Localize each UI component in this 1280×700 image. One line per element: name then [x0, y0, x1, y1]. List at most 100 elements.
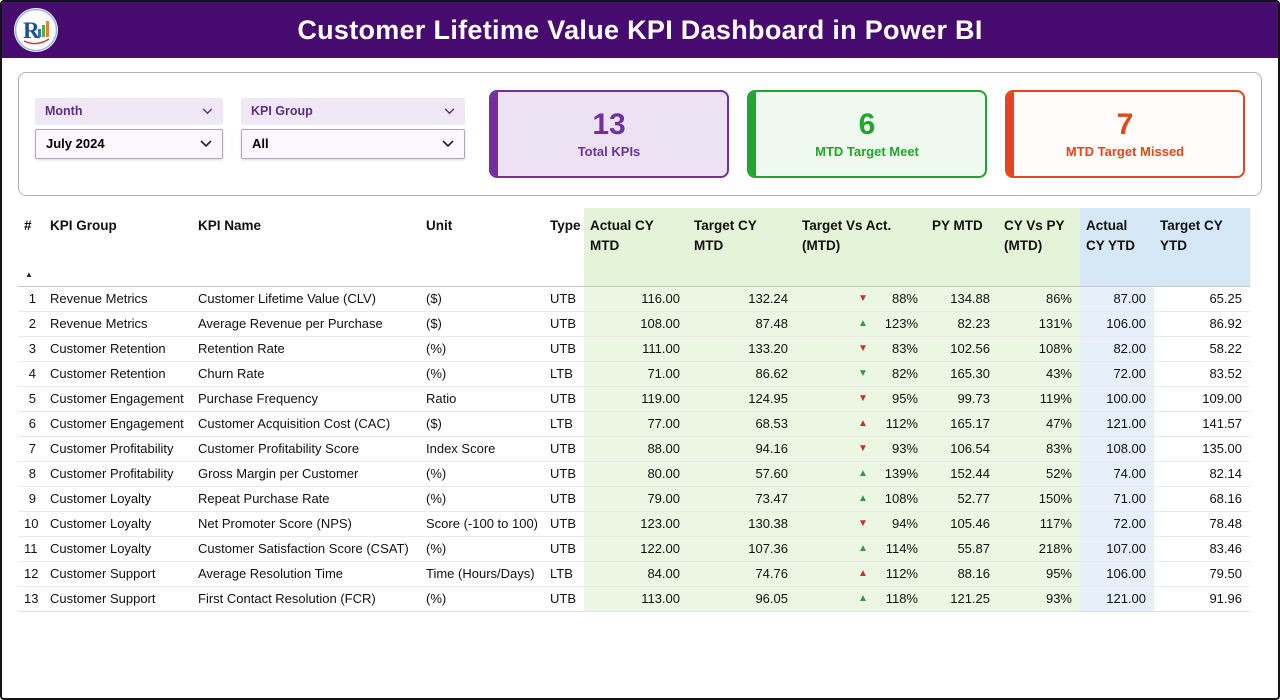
cell-kpi-group: Customer Loyalty: [44, 485, 192, 511]
target-vs-actual-value: 93%: [891, 441, 918, 456]
column-header-target-vs-act-mtd[interactable]: Target Vs Act. (MTD): [796, 208, 926, 286]
cell-cy-vs-py-mtd: 119%: [998, 385, 1080, 411]
cell-target-vs-actual: ▼ 93%: [796, 435, 926, 461]
cell-actual-cy-ytd: 107.00: [1080, 535, 1154, 561]
cell-target-cy-mtd: 57.60: [688, 460, 796, 486]
cell-target-cy-ytd: 58.22: [1154, 335, 1250, 361]
cell-cy-vs-py-mtd: 83%: [998, 435, 1080, 461]
column-header-target-cy-mtd[interactable]: Target CY MTD: [688, 208, 796, 286]
kpi-table-row[interactable]: 9 Customer Loyalty Repeat Purchase Rate (%)…: [18, 485, 1250, 511]
cell-unit: (%): [420, 335, 544, 361]
cell-kpi-name: Average Resolution Time: [192, 560, 420, 586]
cell-actual-cy-mtd: 122.00: [584, 535, 688, 561]
cell-actual-cy-ytd: 72.00: [1080, 510, 1154, 536]
cell-target-cy-ytd: 83.46: [1154, 535, 1250, 561]
cell-kpi-name: Purchase Frequency: [192, 385, 420, 411]
cell-unit: ($): [420, 285, 544, 311]
cell-type: UTB: [544, 285, 584, 311]
cell-target-vs-actual: ▲ 118%: [796, 585, 926, 612]
kpi-table-row[interactable]: 2 Revenue Metrics Average Revenue per Purc…: [18, 310, 1250, 336]
column-header-target-cy-ytd[interactable]: Target CY YTD: [1154, 208, 1250, 286]
cell-num: 10: [18, 510, 44, 536]
column-header-py-mtd[interactable]: PY MTD: [926, 208, 998, 286]
arrow-down-icon: ▼: [858, 443, 868, 454]
cell-target-cy-ytd: 135.00: [1154, 435, 1250, 461]
cell-actual-cy-ytd: 106.00: [1080, 310, 1154, 336]
kpi-table: # ▲ KPI Group KPI Name Unit Type Actual CY MTD…: [18, 208, 1250, 612]
column-header-actual-cy-mtd[interactable]: Actual CY MTD: [584, 208, 688, 286]
kpi-table-visual: # ▲ KPI Group KPI Name Unit Type Actual CY MTD…: [18, 208, 1250, 612]
cell-target-cy-ytd: 65.25: [1154, 285, 1250, 311]
month-slicer-dropdown[interactable]: July 2024: [35, 128, 223, 159]
cell-kpi-group: Customer Retention: [44, 360, 192, 386]
cell-type: UTB: [544, 385, 584, 411]
cell-num: 9: [18, 485, 44, 511]
mtd-target-missed-value: 7: [1116, 108, 1134, 142]
cell-actual-cy-ytd: 74.00: [1080, 460, 1154, 486]
cell-target-cy-mtd: 107.36: [688, 535, 796, 561]
cell-actual-cy-mtd: 111.00: [584, 335, 688, 361]
column-header-actual-cy-ytd[interactable]: Actual CY YTD: [1080, 208, 1154, 286]
cell-kpi-name: Average Revenue per Purchase: [192, 310, 420, 336]
cell-cy-vs-py-mtd: 52%: [998, 460, 1080, 486]
arrow-up-icon: ▲: [858, 493, 868, 504]
target-vs-actual-value: 88%: [891, 291, 918, 306]
kpi-table-row[interactable]: 6 Customer Engagement Customer Acquisition…: [18, 410, 1250, 436]
cell-py-mtd: 165.17: [926, 410, 998, 436]
column-header-num[interactable]: # ▲: [24, 218, 33, 279]
kpi-group-slicer-header[interactable]: KPI Group: [241, 97, 465, 125]
column-header-cy-vs-py-mtd[interactable]: CY Vs PY (MTD): [998, 208, 1080, 286]
kpi-group-slicer: KPI Group All: [241, 97, 465, 159]
cell-cy-vs-py-mtd: 218%: [998, 535, 1080, 561]
target-vs-actual-value: 114%: [885, 541, 918, 556]
target-vs-actual-value: 123%: [884, 316, 918, 331]
cell-target-cy-mtd: 96.05: [688, 585, 796, 612]
column-header-kpi-group[interactable]: KPI Group: [50, 218, 117, 233]
cell-type: UTB: [544, 460, 584, 486]
column-header-kpi-name[interactable]: KPI Name: [198, 218, 262, 233]
cell-kpi-group: Customer Engagement: [44, 410, 192, 436]
kpi-card-total-kpis[interactable]: 13 Total KPIs: [489, 90, 729, 178]
month-slicer-value: July 2024: [46, 136, 105, 151]
kpi-card-mtd-target-missed[interactable]: 7 MTD Target Missed: [1005, 90, 1245, 178]
cell-kpi-group: Customer Profitability: [44, 435, 192, 461]
cell-cy-vs-py-mtd: 117%: [998, 510, 1080, 536]
target-vs-actual-value: 108%: [884, 491, 918, 506]
cell-type: LTB: [544, 360, 584, 386]
kpi-card-mtd-target-meet[interactable]: 6 MTD Target Meet: [747, 90, 987, 178]
kpi-group-slicer-value: All: [252, 136, 269, 151]
cell-num: 11: [18, 535, 44, 561]
kpi-table-row[interactable]: 10 Customer Loyalty Net Promoter Score (NP…: [18, 510, 1250, 536]
kpi-table-row[interactable]: 1 Revenue Metrics Customer Lifetime Value …: [18, 285, 1250, 311]
kpi-table-row[interactable]: 5 Customer Engagement Purchase Frequency Ra…: [18, 385, 1250, 411]
cell-py-mtd: 102.56: [926, 335, 998, 361]
cell-kpi-name: First Contact Resolution (FCR): [192, 585, 420, 612]
cell-target-cy-mtd: 87.48: [688, 310, 796, 336]
kpi-table-row[interactable]: 4 Customer Retention Churn Rate (%) LTB 71.00…: [18, 360, 1250, 386]
cell-target-cy-mtd: 73.47: [688, 485, 796, 511]
cell-num: 12: [18, 560, 44, 586]
cell-target-cy-ytd: 79.50: [1154, 560, 1250, 586]
cell-actual-cy-ytd: 72.00: [1080, 360, 1154, 386]
cell-kpi-group: Revenue Metrics: [44, 285, 192, 311]
column-header-type[interactable]: Type: [550, 218, 581, 233]
cell-actual-cy-mtd: 80.00: [584, 460, 688, 486]
chevron-down-icon: [442, 139, 454, 148]
svg-text:R: R: [23, 18, 40, 43]
cell-kpi-name: Customer Lifetime Value (CLV): [192, 285, 420, 311]
cell-target-cy-mtd: 130.38: [688, 510, 796, 536]
cell-unit: (%): [420, 585, 544, 612]
kpi-table-row[interactable]: 3 Customer Retention Retention Rate (%) UTB 1…: [18, 335, 1250, 361]
kpi-table-row[interactable]: 12 Customer Support Average Resolution Tim…: [18, 560, 1250, 586]
cell-target-vs-actual: ▲ 112%: [796, 410, 926, 436]
column-header-unit[interactable]: Unit: [426, 218, 453, 233]
cell-py-mtd: 152.44: [926, 460, 998, 486]
kpi-table-row[interactable]: 11 Customer Loyalty Customer Satisfaction …: [18, 535, 1250, 561]
kpi-table-row[interactable]: 7 Customer Profitability Customer Profitab…: [18, 435, 1250, 461]
cell-target-cy-ytd: 82.14: [1154, 460, 1250, 486]
cell-kpi-name: Customer Acquisition Cost (CAC): [192, 410, 420, 436]
kpi-group-slicer-dropdown[interactable]: All: [241, 128, 465, 159]
month-slicer-header[interactable]: Month: [35, 97, 223, 125]
kpi-table-row[interactable]: 8 Customer Profitability Gross Margin per …: [18, 460, 1250, 486]
kpi-table-row[interactable]: 13 Customer Support First Contact Resoluti…: [18, 585, 1250, 612]
